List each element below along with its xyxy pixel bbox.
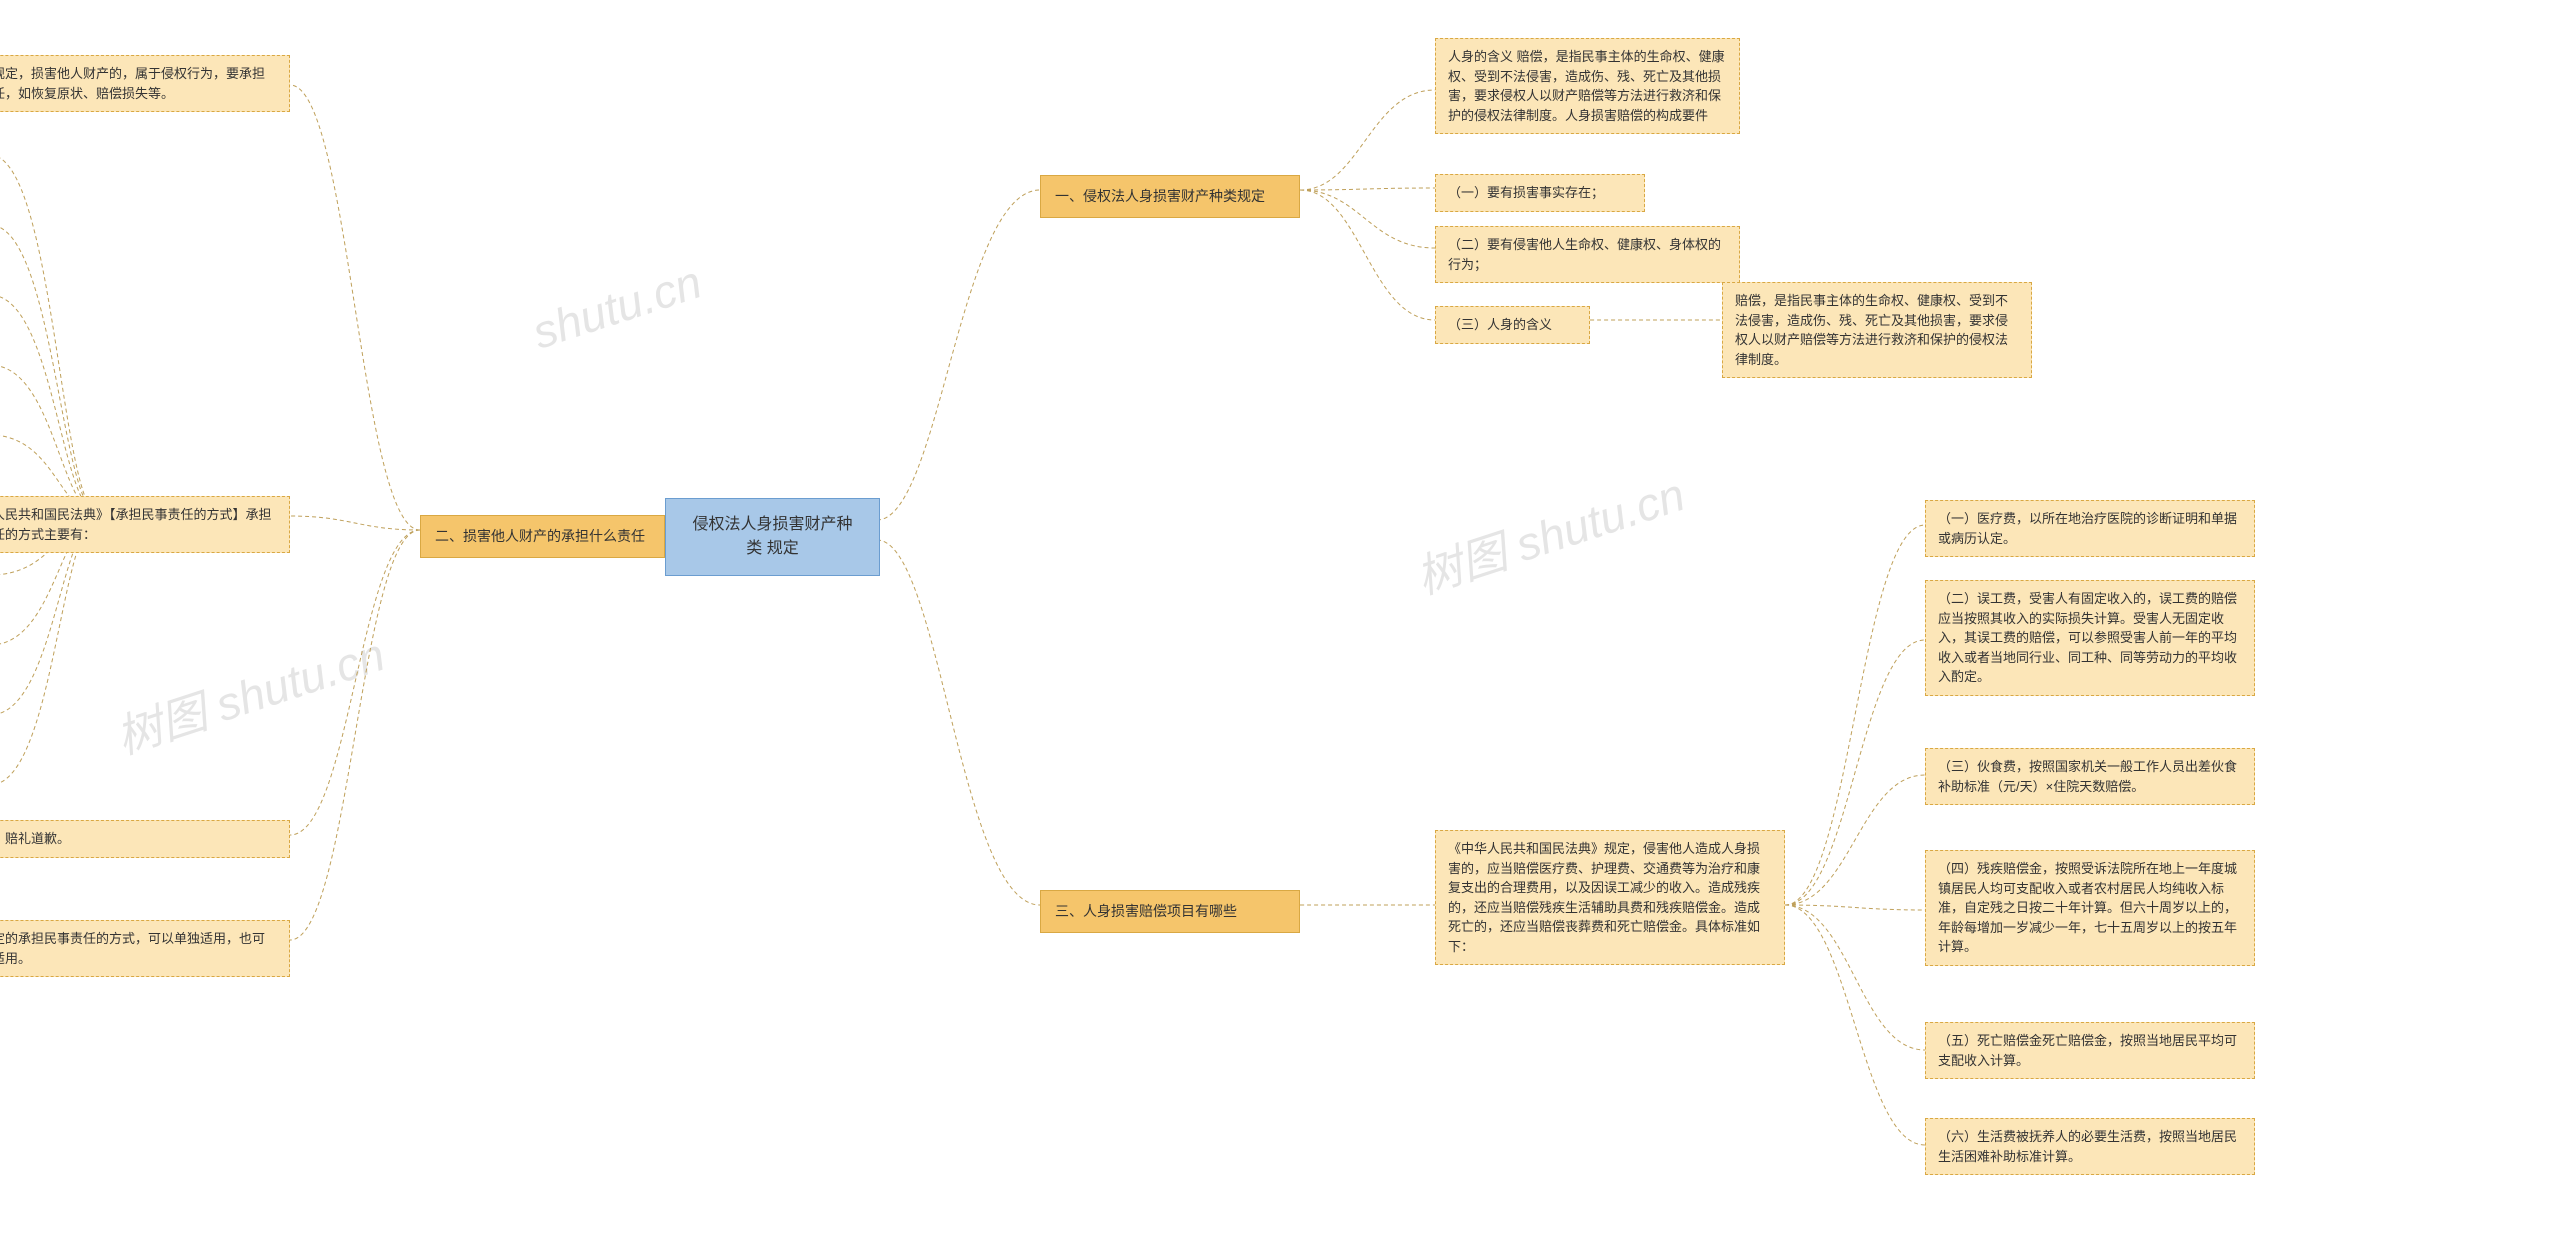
branch-two-item-11: （十一）赔礼道歉。 [0,820,290,858]
center-node: 侵权法人身损害财产种类 规定 [665,498,880,576]
branch-three-item-2: （二）误工费，受害人有固定收入的，误工费的赔偿应当按照其收入的实际损失计算。受害… [1925,580,2255,696]
branch-one-child-a: 人身的含义 赔偿，是指民事主体的生命权、健康权、受到不法侵害，造成伤、残、死亡及… [1435,38,1740,134]
watermark-1: shutu.cn [526,254,708,359]
branch-two-law: 《中华人民共和国民法典》【承担民事责任的方式】承担民事责任的方式主要有： [0,496,290,553]
branch-two-outro: 本条规定的承担民事责任的方式，可以单独适用，也可以合并适用。 [0,920,290,977]
branch-one-child-d-sub: 赔偿，是指民事主体的生命权、健康权、受到不法侵害，造成伤、残、死亡及其他损害，要… [1722,282,2032,378]
branch-two-title: 二、损害他人财产的承担什么责任 [420,515,665,558]
branch-three-item-6: （六）生活费被抚养人的必要生活费，按照当地居民生活困难补助标准计算。 [1925,1118,2255,1175]
branch-one-child-b: （一）要有损害事实存在； [1435,174,1645,212]
watermark-2: 树图 shutu.cn [107,619,392,768]
branch-three-item-3: （三）伙食费，按照国家机关一般工作人员出差伙食补助标准（元/天）×住院天数赔偿。 [1925,748,2255,805]
branch-three-item-4: （四）残疾赔偿金，按照受诉法院所在地上一年度城镇居民人均可支配收入或者农村居民人… [1925,850,2255,966]
branch-three-main: 《中华人民共和国民法典》规定，侵害他人造成人身损害的，应当赔偿医疗费、护理费、交… [1435,830,1785,965]
watermark-3: 树图 shutu.cn [1407,459,1692,608]
center-text: 侵权法人身损害财产种类 规定 [692,516,852,557]
branch-three-title: 三、人身损害赔偿项目有哪些 [1040,890,1300,933]
branch-one-child-d: （三）人身的含义 [1435,306,1590,344]
branch-three-item-1: （一）医疗费，以所在地治疗医院的诊断证明和单据或病历认定。 [1925,500,2255,557]
branch-three-item-5: （五）死亡赔偿金死亡赔偿金，按照当地居民平均可支配收入计算。 [1925,1022,2255,1079]
branch-one-title: 一、侵权法人身损害财产种类规定 [1040,175,1300,218]
branch-one-child-c: （二）要有侵害他人生命权、健康权、身体权的行为； [1435,226,1740,283]
branch-two-intro: 民法典规定，损害他人财产的，属于侵权行为，要承担民事责任，如恢复原状、赔偿损失等… [0,55,290,112]
